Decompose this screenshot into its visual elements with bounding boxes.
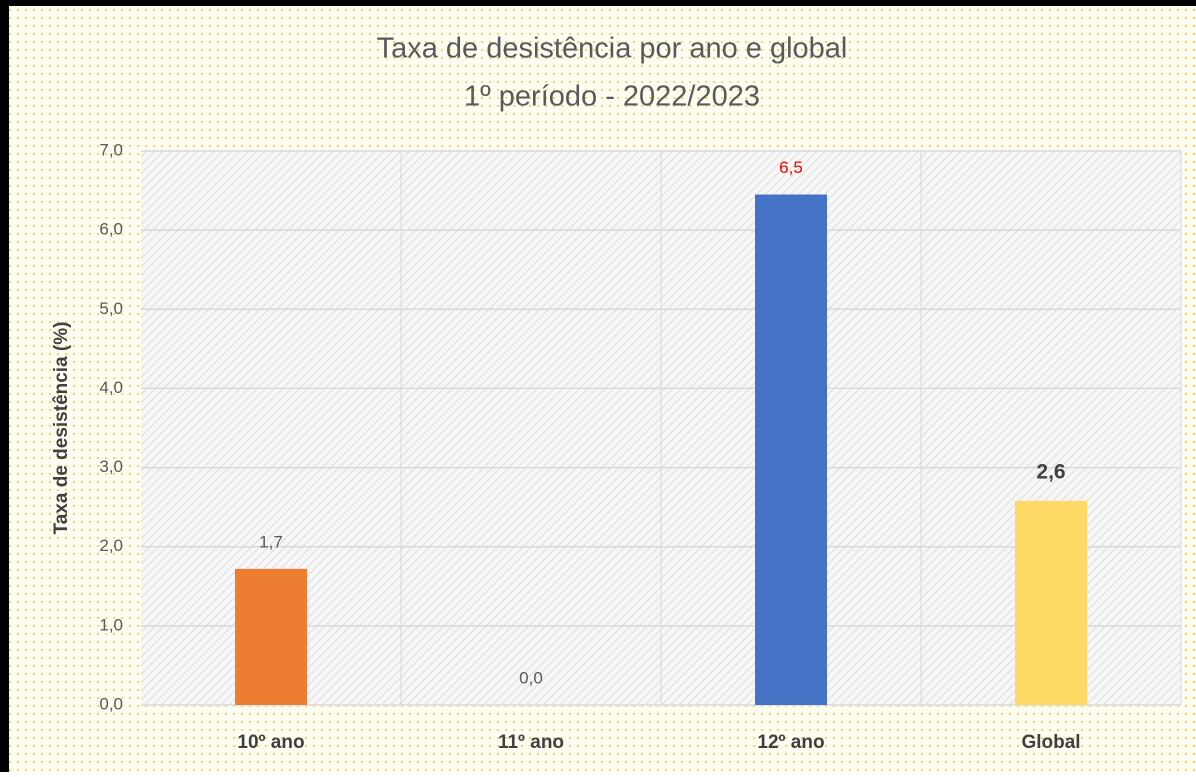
bar — [755, 194, 827, 705]
frame-left — [0, 0, 9, 772]
bar — [1015, 500, 1087, 705]
x-tick-label: Global — [1021, 732, 1080, 753]
y-tick-label: 4,0 — [99, 378, 123, 397]
y-tick-label: 5,0 — [99, 299, 123, 318]
y-tick-label: 6,0 — [99, 220, 123, 239]
value-label: 0,0 — [519, 668, 543, 687]
y-tick-label: 7,0 — [99, 140, 123, 159]
y-tick-label: 3,0 — [99, 457, 123, 476]
y-tick-label: 1,0 — [99, 615, 123, 634]
chart-title: Taxa de desistência por ano e global — [377, 33, 848, 65]
value-label: 1,7 — [259, 532, 283, 551]
x-tick-label: 10º ano — [237, 732, 304, 753]
frame-top — [0, 0, 1196, 6]
y-tick-label: 2,0 — [99, 536, 123, 555]
y-tick-label: 0,0 — [99, 694, 123, 713]
chart-subtitle: 1º período - 2022/2023 — [464, 81, 760, 113]
y-axis-label: Taxa de desistência (%) — [51, 322, 72, 535]
bar — [235, 568, 307, 705]
value-label: 2,6 — [1036, 460, 1065, 483]
x-tick-label: 11º ano — [498, 732, 564, 753]
x-tick-label: 12º ano — [757, 732, 824, 753]
value-label: 6,5 — [779, 158, 803, 177]
